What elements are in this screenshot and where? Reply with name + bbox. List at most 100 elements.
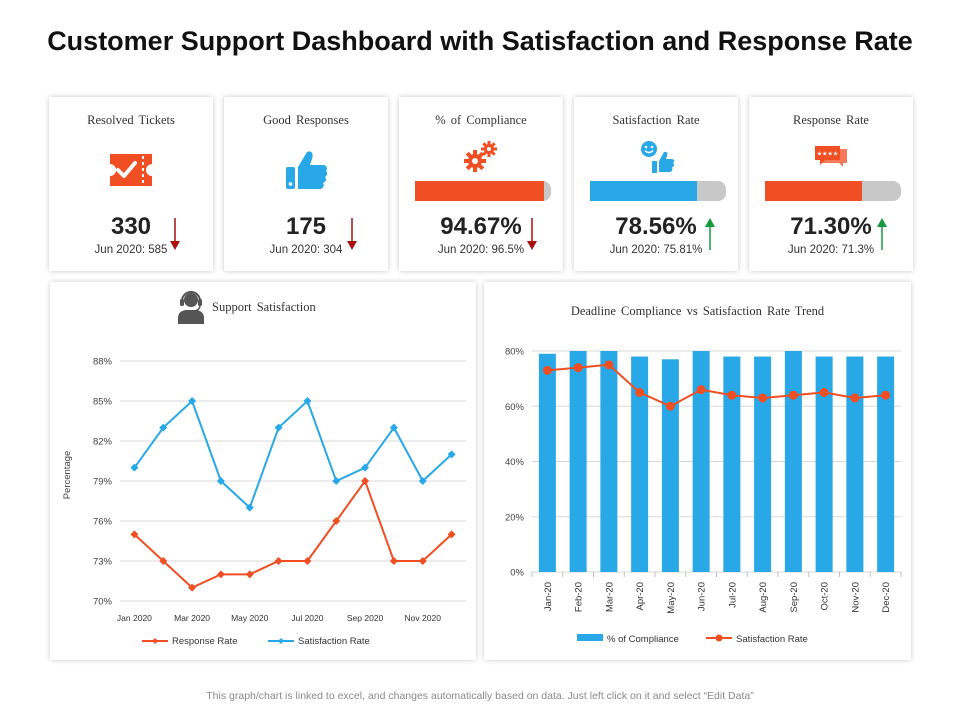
kpi-value: 175 (285, 213, 327, 240)
data-point (303, 397, 312, 405)
kpi-previous: Jun 2020: 304 (269, 244, 343, 256)
up-arrow-icon (877, 218, 887, 250)
bar (784, 351, 802, 572)
compliance-trend-chart: 0% 20% 40% 60% 80% Jan-20 Feb-20 Mar-20 Apr-20 Ma… (505, 347, 902, 645)
legend-marker (278, 638, 284, 644)
data-point (130, 463, 139, 472)
compliance-progress-fill (415, 181, 544, 201)
x-tick-label: Feb-20 (574, 582, 585, 612)
compliance-progress-bar (415, 181, 551, 201)
data-point (447, 450, 456, 459)
legend-label: Satisfaction Rate (298, 636, 370, 647)
down-arrow-icon (347, 218, 357, 250)
kpi-previous: Jun 2020: 96.5% (437, 244, 525, 256)
data-point (332, 477, 341, 485)
y-tick-label: 88% (93, 357, 113, 368)
ticket-icon (49, 149, 213, 195)
x-tick-label: Apr-20 (635, 582, 646, 611)
x-tick-label: Jan 2020 (117, 613, 152, 623)
gears-icon (399, 139, 563, 185)
x-tick-label: Jun-20 (697, 582, 708, 611)
legend-label: Satisfaction Rate (736, 634, 808, 645)
x-tick-label: May-20 (666, 582, 677, 614)
data-point (573, 363, 583, 373)
satisfaction-progress-bar (590, 181, 726, 201)
response-progress-bar (765, 181, 901, 201)
legend-marker (715, 634, 723, 642)
data-point (389, 557, 398, 565)
series-line (547, 363, 886, 408)
data-point (188, 583, 197, 592)
y-tick-label: 85% (93, 397, 113, 408)
data-point (542, 365, 552, 375)
x-tick-label: Sep-20 (789, 582, 800, 613)
kpi-card-resolved-tickets: Resolved Tickets 330 Jun 2020: 585 (49, 97, 213, 271)
data-point (604, 360, 614, 370)
x-tick-label: Mar 2020 (174, 613, 210, 623)
data-point (216, 477, 225, 485)
y-tick-label: 82% (93, 437, 113, 448)
data-point (361, 477, 370, 485)
x-tick-label: Mar-20 (604, 582, 615, 612)
bar (877, 356, 895, 572)
data-point (788, 390, 798, 400)
bar (692, 351, 710, 572)
data-point (361, 463, 370, 472)
thumbs-up-icon (224, 149, 388, 195)
legend-swatch (577, 634, 603, 641)
kpi-previous: Jun 2020: 75.81% (609, 244, 703, 256)
x-tick-label: Dec-20 (881, 582, 892, 613)
legend-label: Response Rate (172, 636, 237, 647)
rating-chat-icon: ★★★★ (749, 145, 913, 191)
bar (723, 356, 741, 572)
data-point (245, 570, 254, 579)
chart-title: Support Satisfaction (212, 300, 316, 314)
series-line (133, 399, 453, 510)
bar (846, 356, 864, 572)
data-point (188, 397, 197, 405)
down-arrow-icon (170, 218, 180, 250)
series-line (133, 478, 453, 589)
kpi-title: Resolved Tickets (87, 113, 175, 127)
data-point (665, 401, 675, 411)
bar (631, 356, 649, 572)
svg-text:★★★★: ★★★★ (817, 151, 839, 158)
data-point (758, 393, 768, 403)
response-progress-fill (765, 181, 862, 201)
data-point (332, 517, 341, 525)
x-tick-label: Jul-20 (727, 582, 738, 608)
y-tick-label: 60% (505, 402, 525, 413)
legend-label: % of Compliance (607, 634, 679, 645)
bar (815, 356, 833, 572)
support-satisfaction-chart: 70% 73% 76% 79% 82% 85% 88% Jan 2020 Mar 2020 May… (62, 357, 466, 647)
kpi-card-compliance: % of Compliance 94.67% Jun 2020: 96.5% (399, 97, 563, 271)
data-point (303, 557, 312, 565)
data-point (881, 390, 891, 400)
kpi-title: Satisfaction Rate (612, 113, 700, 127)
x-tick-label: Nov 2020 (405, 613, 442, 623)
y-tick-label: 40% (505, 457, 525, 468)
kpi-title: % of Compliance (435, 113, 527, 127)
y-tick-label: 76% (93, 517, 113, 528)
page-title: Customer Support Dashboard with Satisfac… (47, 26, 913, 56)
compliance-trend-panel: Deadline Compliance vs Satisfaction Rate… (484, 282, 911, 660)
data-point (635, 387, 645, 397)
kpi-card-response-rate: Response Rate ★★★★ 71.30% Jun 2020: 71.3… (749, 97, 913, 271)
y-tick-label: 70% (93, 597, 113, 608)
kpi-previous: Jun 2020: 585 (94, 244, 168, 256)
kpi-value: 71.30% (790, 213, 872, 240)
kpi-title: Good Responses (263, 113, 349, 127)
kpi-value: 94.67% (440, 213, 522, 240)
data-point (727, 390, 737, 400)
bar (538, 353, 556, 572)
data-point (274, 557, 283, 565)
legend-marker (152, 638, 158, 644)
x-tick-label: May 2020 (231, 613, 269, 623)
kpi-value: 78.56% (615, 213, 697, 240)
bar (569, 351, 587, 572)
data-point (389, 423, 398, 432)
support-agent-icon (178, 291, 204, 324)
kpi-card-satisfaction-rate: Satisfaction Rate 78.56% Jun 2020: 75.81… (574, 97, 738, 271)
kpi-card-good-responses: Good Responses 175 Jun 2020: 304 (224, 97, 388, 271)
data-point (819, 387, 829, 397)
